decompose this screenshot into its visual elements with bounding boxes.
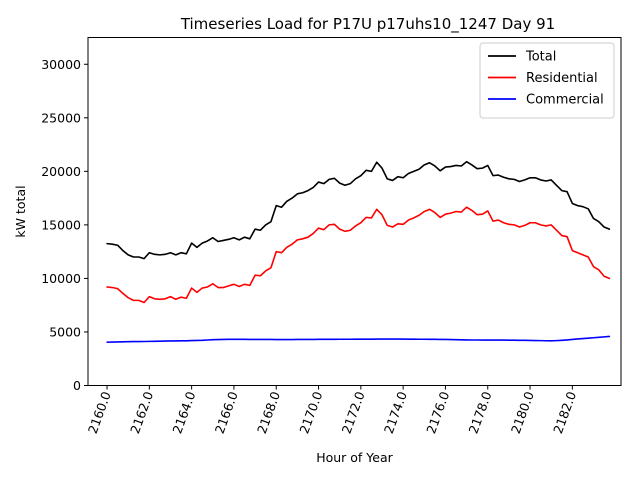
y-axis-ticks: 0 5000 10000 15000 20000 25000 30000 [41,57,88,393]
chart-title: Timeseries Load for P17U p17uhs10_1247 D… [180,15,555,34]
axes-frame [87,37,622,386]
series-line-commercial [106,335,611,343]
series-line-total [106,160,611,260]
y-tick-label: 30000 [41,57,81,72]
y-tick-label: 10000 [41,271,81,286]
y-tick-label: 20000 [41,164,81,179]
y-tick-label: 15000 [41,217,81,232]
legend: Total Residential Commercial [479,42,615,119]
x-axis-label: Hour of Year [316,450,393,465]
y-axis-label: kW total [13,185,28,237]
legend-label-commercial: Commercial [526,93,604,108]
y-tick-label: 5000 [49,324,81,339]
y-tick-label: 25000 [41,110,81,125]
series-line-residential [106,206,611,304]
y-tick-label: 0 [73,378,81,393]
series-lines [106,160,611,343]
legend-label-total: Total [525,50,556,65]
legend-label-residential: Residential [526,71,598,86]
